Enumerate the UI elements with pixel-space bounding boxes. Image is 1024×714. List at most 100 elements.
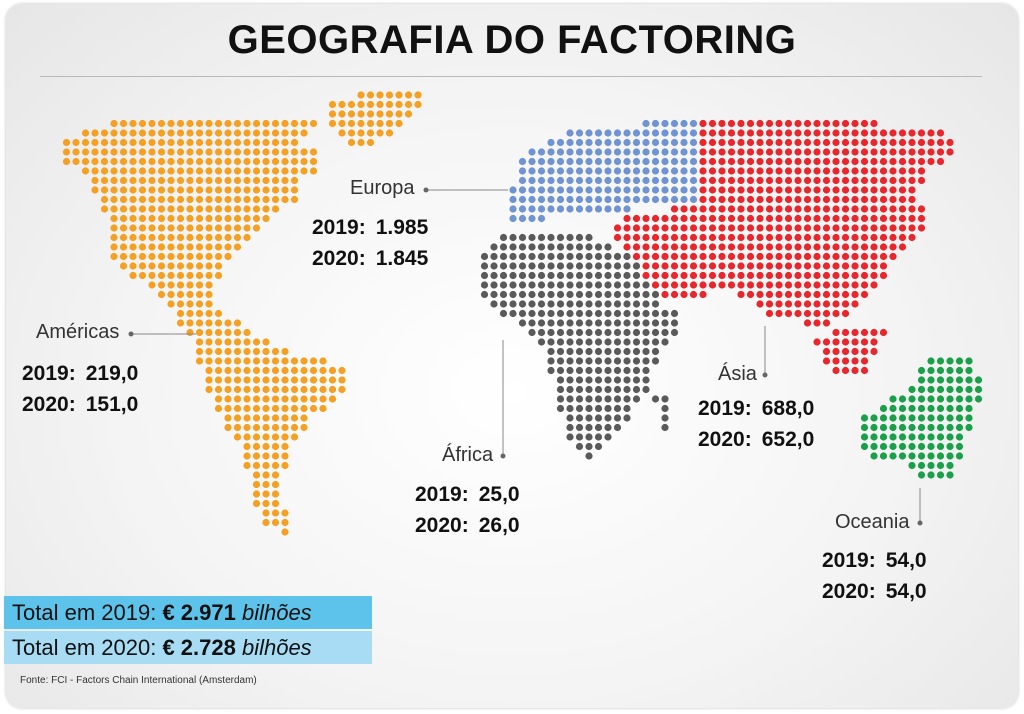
asia-dot — [775, 186, 783, 194]
europe-dot — [680, 138, 688, 147]
europe-dot — [680, 167, 688, 175]
americas-dot — [290, 129, 299, 137]
africa-dot — [604, 433, 612, 441]
americas-dot — [328, 366, 337, 375]
asia-dot — [756, 290, 764, 299]
americas-dot — [167, 233, 175, 242]
asia-dot — [775, 195, 783, 204]
europe-dot — [585, 129, 593, 137]
africa-dot — [651, 357, 660, 365]
oceania-dot — [898, 395, 907, 403]
africa-dot — [594, 347, 603, 356]
africa-dot — [547, 328, 555, 337]
africa-dot — [566, 347, 574, 356]
americas-dot — [300, 414, 308, 422]
asia-dot — [632, 243, 641, 251]
oceania-dot — [936, 433, 945, 441]
africa-dot — [575, 233, 584, 242]
americas-dot — [281, 186, 289, 194]
oceania-dot — [955, 366, 964, 375]
asia-dot — [794, 167, 802, 175]
europe-dot — [566, 129, 574, 137]
americas-dot — [281, 452, 289, 460]
americas-dot — [214, 262, 223, 270]
africa-dot — [537, 338, 546, 346]
africa-dot — [480, 262, 489, 270]
asia-dot — [813, 271, 821, 280]
europe-dot — [518, 214, 527, 223]
americas-dot — [281, 461, 289, 470]
americas-dot — [262, 490, 270, 498]
asia-dot — [832, 252, 840, 261]
asia-dot — [860, 366, 869, 375]
asia-dot — [898, 224, 907, 232]
africa-dot — [594, 290, 603, 299]
oceania-dot — [860, 433, 869, 441]
americas-dot — [243, 119, 251, 128]
africa-dot — [499, 271, 508, 280]
africa-dot — [661, 338, 669, 346]
asia-dot — [699, 214, 707, 223]
americas-dot — [157, 252, 166, 261]
asia-dot — [784, 233, 793, 242]
oceania-dot — [974, 395, 983, 403]
americas-dot — [214, 119, 223, 128]
americas-dot — [129, 176, 137, 185]
americas-dot — [129, 167, 137, 175]
asia-dot — [851, 252, 859, 261]
americas-dot — [176, 309, 185, 318]
asia-dot — [936, 138, 945, 147]
americas-dot — [205, 300, 213, 308]
americas-dot — [157, 167, 166, 175]
europe-dot — [575, 148, 584, 156]
americas-dot — [186, 233, 194, 242]
americas-dot — [385, 119, 394, 128]
asia-dot — [832, 271, 840, 280]
europe-dot — [670, 138, 679, 147]
asia-dot — [803, 195, 812, 204]
asia-dot — [898, 243, 907, 251]
americas-dot — [214, 195, 223, 204]
asia-dot — [775, 119, 783, 128]
europe-dot — [537, 167, 546, 175]
asia-dot — [765, 281, 774, 289]
africa-dot — [604, 309, 612, 318]
americas-dot — [205, 252, 213, 261]
asia-dot — [699, 186, 707, 194]
asia-dot — [784, 195, 793, 204]
africa-dot — [490, 271, 498, 280]
asia-dot — [718, 148, 726, 156]
oceania-dot — [860, 423, 869, 432]
africa-dot — [623, 338, 631, 346]
asia-dot — [841, 186, 850, 194]
asia-dot — [718, 157, 726, 166]
africa-dot — [575, 414, 584, 422]
africa-dot — [632, 262, 641, 270]
americas-dot — [233, 376, 242, 384]
europe-dot — [632, 138, 641, 147]
oceania-dot — [936, 442, 945, 451]
asia-dot — [889, 157, 897, 166]
americas-dot — [214, 366, 223, 375]
asia-dot — [832, 290, 840, 299]
asia-dot — [851, 224, 859, 232]
africa-dot — [499, 243, 508, 251]
europe-dot — [528, 167, 536, 175]
americas-dot — [224, 366, 232, 375]
asia-dot — [775, 214, 783, 223]
americas-dot — [224, 328, 232, 337]
americas-dot — [252, 452, 261, 460]
americas-value-2020: 151,0 — [85, 393, 139, 416]
americas-dot — [233, 214, 242, 223]
americas-dot — [262, 433, 270, 441]
americas-dot — [262, 119, 270, 128]
africa-dot — [537, 319, 546, 327]
asia-dot — [841, 205, 850, 213]
americas-dot — [119, 262, 128, 270]
americas-dot — [129, 148, 137, 156]
asia-dot — [756, 214, 764, 223]
europe-dot — [594, 167, 603, 175]
oceania-dot — [936, 471, 945, 479]
asia-dot — [670, 290, 679, 299]
asia-dot — [689, 214, 698, 223]
